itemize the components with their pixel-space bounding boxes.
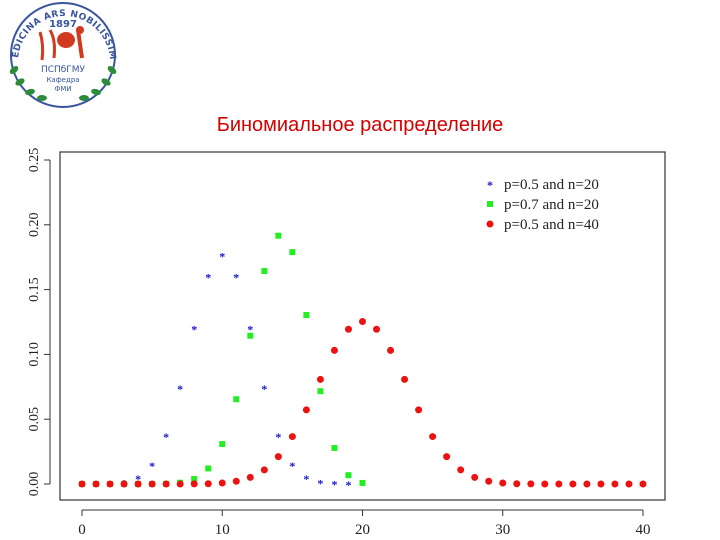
point-red [611,480,619,488]
point-red [485,477,493,485]
point-red [471,473,479,481]
legend-label: p=0.7 and n=20 [504,197,599,213]
point-green [303,312,310,319]
point-blue: * [303,472,309,486]
point-red [541,480,549,488]
point-green [247,332,254,339]
point-green [205,465,212,472]
point-green [219,441,226,448]
point-red [513,480,521,488]
point-red [555,480,563,488]
point-blue: * [219,250,225,264]
point-red [373,325,381,333]
legend-label: p=0.5 and n=40 [504,217,599,233]
point-red [387,346,395,354]
point-red [120,480,128,488]
point-green [261,268,268,275]
point-red [218,479,226,487]
point-red [204,480,212,488]
point-blue: * [345,478,351,492]
point-red [316,375,324,383]
y-tick-label: 0.00 [27,472,42,497]
point-red [288,433,296,441]
x-tick-label: 20 [355,522,370,538]
x-tick-label: 40 [636,522,651,538]
point-red [246,473,254,481]
point-red [106,480,114,488]
point-blue: * [289,459,295,473]
point-blue: * [177,382,183,396]
point-red [344,325,352,333]
y-tick-label: 0.15 [27,277,42,302]
legend-label: p=0.5 and n=20 [504,177,599,193]
point-red [429,433,437,441]
point-blue: * [149,459,155,473]
point-red [457,466,465,474]
point-blue: * [261,382,267,396]
point-red [260,466,268,474]
point-red [92,480,100,488]
point-red [639,480,647,488]
point-green [317,388,324,395]
point-blue: * [135,472,141,486]
point-red [134,480,142,488]
point-red [176,480,184,488]
point-red [330,346,338,354]
point-red [527,480,535,488]
point-blue: * [233,270,239,284]
point-green [345,472,352,479]
point-red [232,477,240,485]
point-green [275,232,282,239]
emblem-icon [38,26,84,61]
point-red [359,317,366,325]
point-red [78,480,86,488]
y-tick-label: 0.10 [27,342,42,367]
point-green [289,249,296,256]
plot-frame [59,151,666,501]
point-blue: * [317,477,323,491]
logo-year: 1897 [49,19,77,30]
point-green [191,475,198,482]
point-blue: * [205,270,211,284]
point-red [569,480,577,488]
point-blue: * [191,322,197,336]
point-red [583,480,591,488]
point-red [302,406,310,414]
y-tick-label: 0.20 [27,213,42,238]
legend-marker [486,220,494,228]
point-red [597,480,605,488]
point-blue: * [275,430,281,444]
legend-marker [487,201,493,207]
point-blue: * [331,478,337,492]
point-red [148,480,156,488]
x-tick-label: 0 [78,522,86,538]
x-tick-label: 30 [495,522,510,538]
point-red [190,480,198,488]
point-red [274,453,282,461]
y-tick-label: 0.05 [27,407,42,432]
y-tick-label: 0.25 [27,148,42,173]
point-blue: * [163,430,169,444]
binomial-chart: 0 10 20 30 40 0.00 0.05 0.10 0.15 0.20 0.25 * * * * * * *… [27,148,666,538]
point-blue: * [247,322,253,336]
x-tick-label: 10 [215,522,230,538]
slide-title: Биномиальное распределение [216,114,504,136]
point-red [415,406,423,414]
laurel-icon [9,66,117,101]
legend-marker: * [487,178,493,192]
point-green [331,444,338,451]
point-red [162,480,170,488]
point-red [499,479,507,487]
logo-dept-2: ФМИ [54,85,71,93]
university-logo: MEDICINA ARS NOBILISSIMA 1897 ПСПбГМУ Ка… [0,0,125,110]
logo-dept-1: Кафедра [46,76,79,84]
point-green [233,396,240,403]
point-green [359,479,366,486]
point-red [625,480,633,488]
logo-org: ПСПбГМУ [41,65,86,75]
point-red [401,375,409,383]
point-red [443,453,451,461]
